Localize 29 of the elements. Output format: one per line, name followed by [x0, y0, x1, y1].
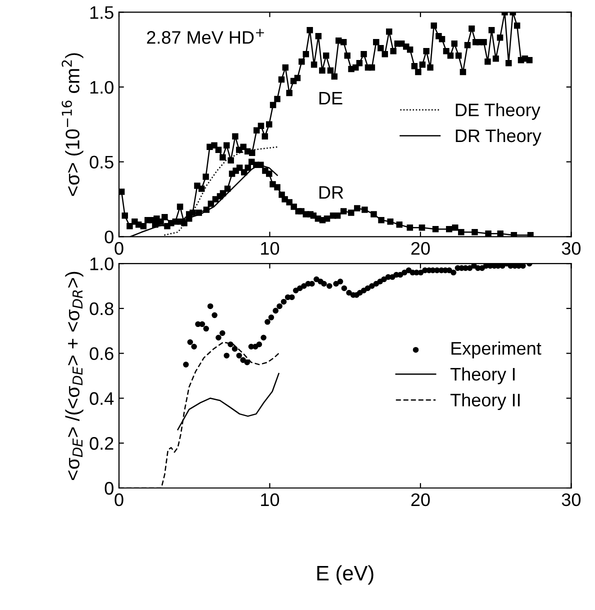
legend-label: Theory I — [450, 367, 515, 384]
x-tick-label: 0 — [114, 242, 124, 255]
y-tick-label: 0.8 — [90, 302, 114, 316]
x-tick-label: 20 — [411, 493, 430, 506]
x-tick-label: 10 — [261, 493, 280, 506]
y-tick-label: 0 — [104, 230, 114, 244]
y-axis-title: <σ$_{DE}$> /(<σ$_{DE}$> + <σ$_{DR}$>) — [65, 272, 84, 480]
x-tick-label: 20 — [411, 242, 430, 255]
y-tick-label: 0.5 — [90, 156, 114, 169]
y-tick-label: 0 — [104, 482, 114, 495]
y-tick-label: 1.5 — [90, 6, 114, 19]
x-axis-title: E (eV) — [317, 565, 374, 585]
legend-label: Experiment — [452, 342, 542, 358]
annotation: 2.87 MeV HD$^{+}$ — [147, 28, 264, 44]
y-tick-label: 0.6 — [90, 347, 114, 360]
x-tick-label: 0 — [114, 493, 124, 506]
y-axis-title: <σ> (10$^{−16}$ cm$^{2}$) — [62, 53, 84, 196]
y-tick-label: 1.0 — [90, 80, 114, 94]
annotation: DR — [319, 186, 344, 199]
y-tick-label: 0.4 — [90, 392, 114, 405]
x-tick-label: 30 — [562, 493, 581, 506]
x-tick-label: 10 — [261, 242, 280, 255]
y-tick-label: 1.0 — [90, 258, 114, 270]
legend-label: DR Theory — [456, 128, 542, 146]
annotation: DE — [319, 92, 342, 104]
x-tick-label: 30 — [562, 242, 581, 255]
legend-label: DE Theory — [456, 103, 540, 120]
y-tick-label: 0.2 — [90, 437, 114, 450]
legend-label: Theory II — [450, 393, 520, 410]
